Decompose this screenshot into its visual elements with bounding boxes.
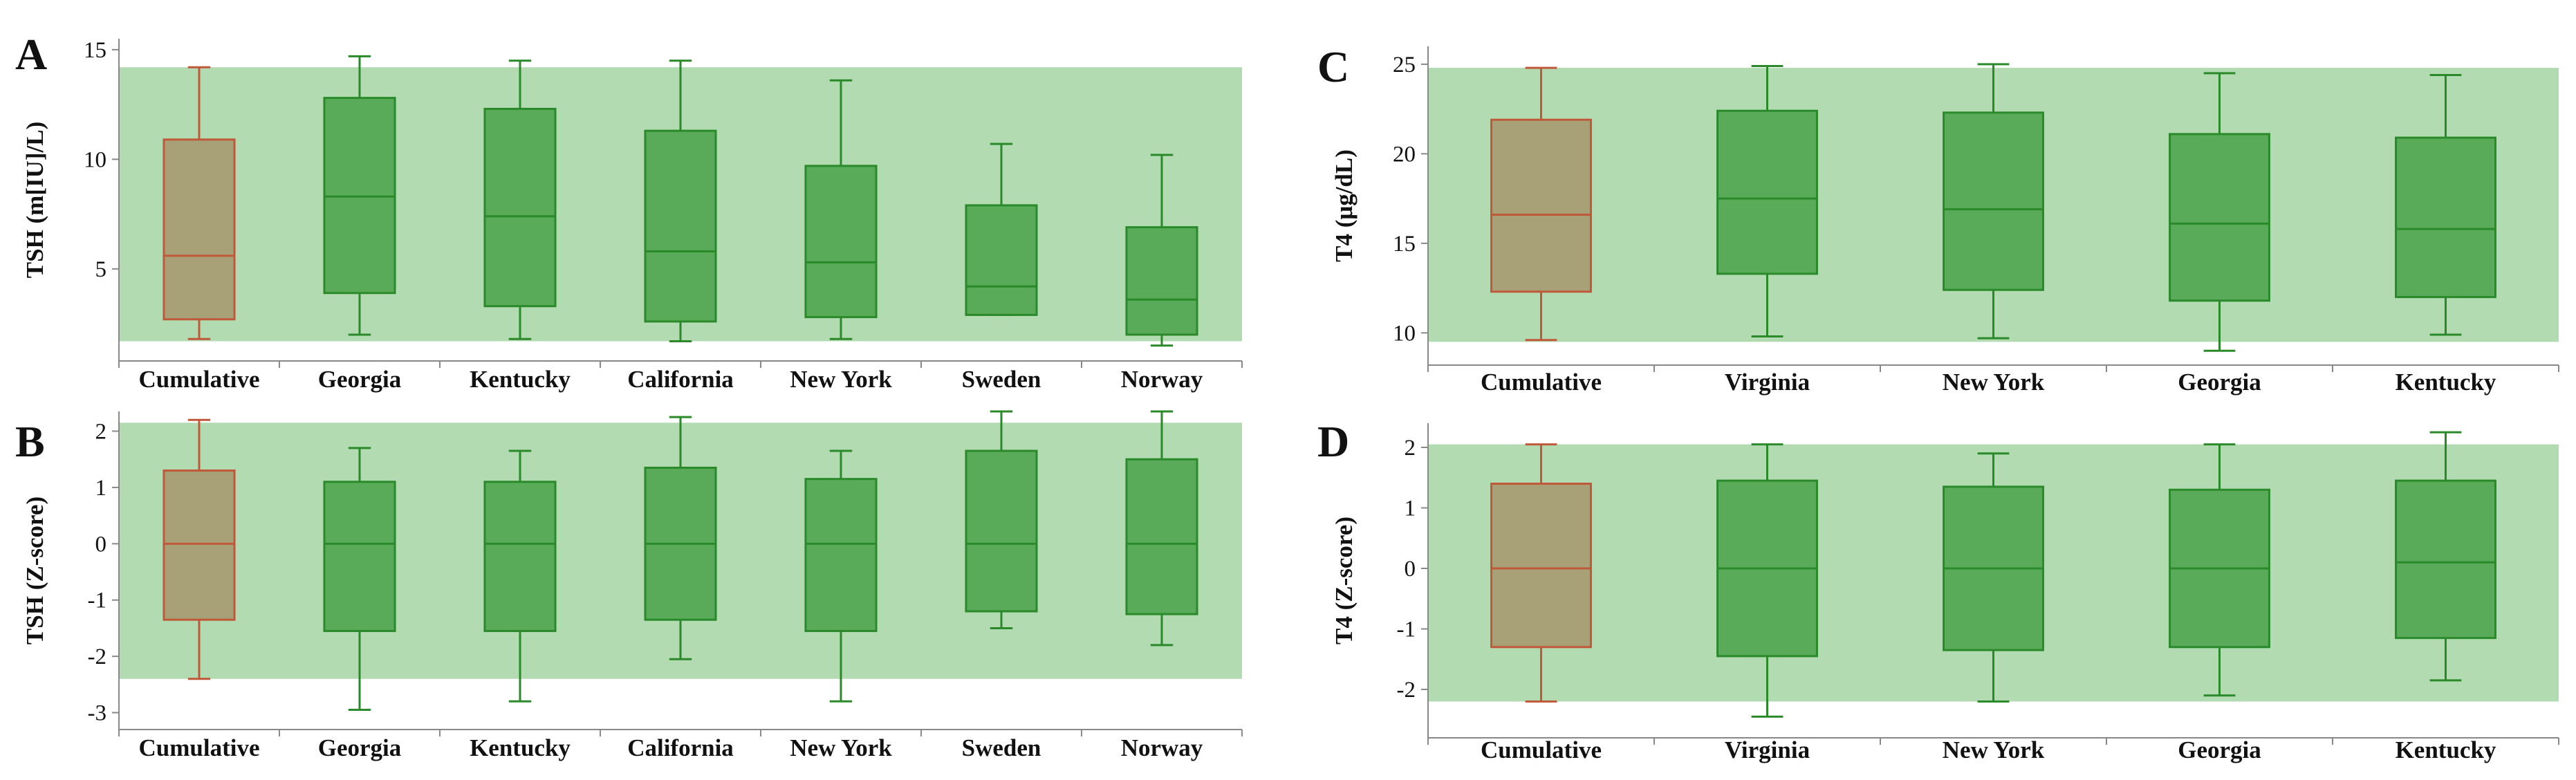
y-axis-title: T4 (Z-score) <box>1331 517 1358 644</box>
x-tick-label: California <box>627 734 734 761</box>
x-tick-label: Norway <box>1121 366 1203 393</box>
box-iqr <box>1125 458 1198 615</box>
box-iqr <box>483 107 557 308</box>
x-tick-label: Sweden <box>962 366 1041 393</box>
x-tick-label: Cumulative <box>139 734 260 761</box>
box-iqr <box>1490 483 1592 649</box>
box-california <box>644 59 717 342</box>
box-georgia <box>323 447 396 712</box>
box-iqr <box>1125 226 1198 336</box>
panel-a: 5 10 15 Cumulative Georgia Kentucky California… <box>15 30 1243 393</box>
box-iqr <box>163 469 236 621</box>
box-new-york <box>804 449 878 703</box>
box-virginia <box>1716 64 1818 338</box>
y-tick-label: 15 <box>1393 232 1416 257</box>
x-tick-label: New York <box>790 366 892 393</box>
x-tick-label: Cumulative <box>139 366 260 393</box>
box-georgia <box>323 55 396 336</box>
box-iqr <box>804 478 878 633</box>
box-cumulative <box>163 418 236 680</box>
x-tick-label: New York <box>1943 369 2045 396</box>
box-iqr <box>1490 118 1592 293</box>
y-tick-label: 10 <box>1393 321 1416 346</box>
box-iqr <box>804 165 878 319</box>
x-tick-label: Georgia <box>2178 369 2261 396</box>
box-cumulative <box>163 66 236 340</box>
box-new-york <box>804 79 878 340</box>
box-iqr <box>644 129 717 323</box>
y-tick-label: 2 <box>95 419 107 444</box>
box-iqr <box>965 204 1038 316</box>
x-tick-label: Kentucky <box>470 734 571 761</box>
box-iqr <box>483 481 557 633</box>
y-tick-label: 15 <box>84 38 106 63</box>
box-kentucky <box>483 59 557 340</box>
box-kentucky <box>2395 73 2496 336</box>
y-tick-label: -1 <box>88 588 107 613</box>
y-tick-label: 1 <box>1405 496 1416 521</box>
y-tick-label: -1 <box>1397 618 1416 642</box>
box-new-york <box>1943 63 2044 340</box>
x-tick-label: Norway <box>1121 734 1203 761</box>
x-tick-label: Kentucky <box>470 366 571 393</box>
box-cumulative <box>1490 66 1592 342</box>
x-tick-label: California <box>627 366 734 393</box>
y-axis-title: TSH (m[IU]/L) <box>21 122 48 279</box>
x-tick-label: Sweden <box>962 734 1041 761</box>
box-iqr <box>1943 111 2044 291</box>
x-tick-label: Virginia <box>1725 736 1810 763</box>
y-tick-label: 0 <box>95 532 107 557</box>
panel-c: 10 15 20 25 Cumulative Virginia New York Georgi… <box>1317 42 2559 396</box>
box-norway <box>1125 154 1198 347</box>
box-kentucky <box>2395 431 2496 682</box>
panel-letter: D <box>1317 417 1349 466</box>
panel-letter: B <box>15 417 45 466</box>
y-tick-label: -2 <box>1397 678 1416 703</box>
x-tick-label: Kentucky <box>2396 736 2496 763</box>
x-tick-label: Cumulative <box>1481 736 1602 763</box>
x-tick-label: Kentucky <box>2396 369 2496 396</box>
box-iqr <box>163 138 236 321</box>
y-tick-label: 25 <box>1393 53 1416 77</box>
box-iqr <box>965 449 1038 613</box>
box-sweden <box>965 410 1038 629</box>
y-tick-label: 0 <box>1405 557 1416 582</box>
box-georgia <box>2169 72 2270 352</box>
y-tick-label: -3 <box>88 701 107 726</box>
y-axis-title: T4 (μg/dL) <box>1331 149 1358 262</box>
box-new-york <box>1943 452 2044 703</box>
box-cumulative <box>1490 443 1592 703</box>
box-iqr <box>2395 136 2496 299</box>
box-iqr <box>323 481 396 633</box>
box-kentucky <box>483 449 557 703</box>
y-tick-label: 20 <box>1393 142 1416 167</box>
panel-b: 2 1 0 -1 -2 -3 Cumulative Georgia Kentucky Califo… <box>15 410 1243 761</box>
y-tick-label: 10 <box>84 147 106 172</box>
y-tick-label: 2 <box>1405 436 1416 461</box>
y-tick-label: 1 <box>95 476 107 501</box>
x-tick-label: Cumulative <box>1481 369 1602 396</box>
x-tick-label: Virginia <box>1725 369 1810 396</box>
box-iqr <box>323 97 396 295</box>
panel-d: 2 1 0 -1 -2 Cumulative Virginia New York Georgia… <box>1317 417 2559 763</box>
box-sweden <box>965 142 1038 316</box>
x-tick-label: Georgia <box>2178 736 2261 763</box>
x-tick-label: Georgia <box>318 366 402 393</box>
x-tick-label: New York <box>1943 736 2045 763</box>
box-california <box>644 416 717 660</box>
box-iqr <box>2169 133 2270 302</box>
box-iqr <box>1716 109 1818 275</box>
y-tick-label: -2 <box>88 644 107 669</box>
x-tick-label: New York <box>790 734 892 761</box>
box-norway <box>1125 410 1198 647</box>
box-georgia <box>2169 443 2270 697</box>
panel-letter: A <box>15 30 47 79</box>
panel-letter: C <box>1317 42 1349 91</box>
box-virginia <box>1716 443 1818 718</box>
y-axis-title: TSH (Z-score) <box>21 496 48 644</box>
box-iqr <box>2395 479 2496 640</box>
x-tick-label: Georgia <box>318 734 402 761</box>
y-tick-label: 5 <box>95 257 107 282</box>
